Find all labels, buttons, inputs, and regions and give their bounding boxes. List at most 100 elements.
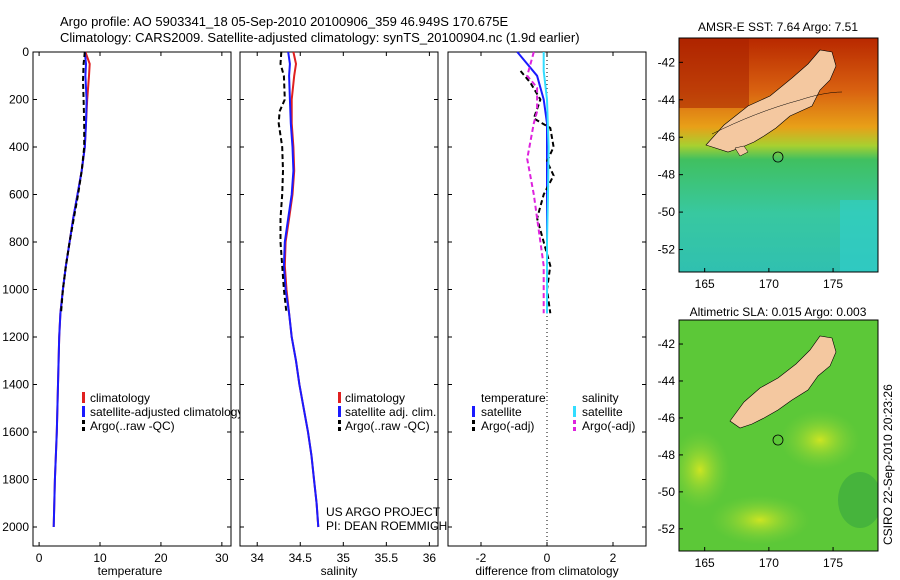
sla-ytick-label: -50 [658, 485, 676, 499]
temperature-xlabel: temperature [98, 564, 163, 578]
difference-xtick-label: 2 [610, 551, 617, 565]
sst-map-frame [678, 37, 879, 273]
sla-xtick-label: 175 [823, 556, 843, 570]
legend-swatch-sal-argo-b [573, 427, 576, 431]
legend-header-salinity: salinity [582, 391, 619, 405]
sla-ytick-label: -48 [658, 448, 676, 462]
legend-argo: Argo(..raw -QC) [345, 419, 430, 433]
legend-swatch-sal-satellite [573, 406, 576, 417]
sst-xtick-label: 175 [823, 277, 843, 291]
difference-series-salinity-satellite [542, 52, 550, 314]
salinity-xtick-label: 34 [251, 551, 265, 565]
sst-xtick-label: 165 [695, 277, 715, 291]
sla-map-panel: Altimetric SLA: 0.015 Argo: 0.003 -42 -44… [658, 305, 879, 570]
legend-satellite-adj: satellite adj. clim. [345, 405, 436, 419]
sla-high-spot [780, 410, 860, 470]
temperature-xtick-label: 0 [36, 551, 43, 565]
difference-xtick-label: -2 [476, 551, 487, 565]
sla-ytick-label: -52 [658, 522, 676, 536]
difference-series [516, 51, 555, 314]
sst-ytick-label: -42 [658, 55, 676, 69]
legend-argo: Argo(..raw -QC) [90, 419, 175, 433]
sst-map-title: AMSR-E SST: 7.64 Argo: 7.51 [698, 20, 858, 34]
difference-x-ticks: -2 0 2 [476, 52, 617, 565]
sst-ytick-label: -48 [658, 168, 676, 182]
sla-high-spot [679, 430, 730, 510]
temperature-axes [32, 51, 232, 547]
timestamp: CSIRO 22-Sep-2010 20:23:26 [881, 384, 895, 545]
salinity-axes [239, 51, 439, 547]
temperature-x-ticks: 0 10 20 30 [36, 52, 229, 565]
legend-swatch-argo-a [82, 420, 85, 424]
salinity-xlabel: salinity [321, 564, 358, 578]
salinity-xtick-label: 34.5 [289, 551, 313, 565]
legend-swatch-temp-argo-b [472, 427, 475, 431]
sst-y-ticks: -42 -44 -46 -48 -50 -52 [658, 55, 683, 257]
legend-swatch-satellite [82, 406, 85, 417]
sst-cool-patch [840, 200, 878, 272]
title-line-2: Climatology: CARS2009. Satellite-adjuste… [60, 30, 580, 45]
salinity-panel: 34 34.5 35 35.5 36 salinity climatology sate… [239, 51, 447, 578]
difference-series-salinity-argo-adj [526, 51, 545, 314]
depth-tick-label: 400 [9, 140, 29, 154]
sst-float-marker [772, 151, 784, 163]
salinity-series-argo-raw-qc [277, 51, 288, 314]
project-annotation: US ARGO PROJECT [326, 505, 441, 519]
depth-tick-label: 800 [9, 235, 29, 249]
sst-contour [711, 91, 843, 135]
difference-legend: temperature salinity satellite Argo(-adj… [472, 391, 635, 433]
new-zealand-south-island [705, 49, 837, 153]
temperature-legend: climatology satellite-adjusted climatolo… [82, 391, 243, 433]
sla-xtick-label: 165 [695, 556, 715, 570]
sla-x-ticks: 165 170 175 [695, 547, 843, 570]
depth-tick-label: 1600 [2, 425, 29, 439]
sst-x-ticks: 165 170 175 [695, 268, 843, 291]
sla-ytick-label: -46 [658, 411, 676, 425]
pi-annotation: PI: DEAN ROEMMICH [326, 519, 447, 533]
sst-ytick-label: -50 [658, 205, 676, 219]
temperature-series-argo-raw-qc [60, 51, 86, 314]
difference-xtick-label: 0 [544, 551, 551, 565]
sla-y-ticks: -42 -44 -46 -48 -50 -52 [658, 337, 683, 536]
legend-swatch-argo-b [82, 427, 85, 431]
legend-swatch-temp-satellite [472, 406, 475, 417]
temperature-y-ticks: 0 200 400 600 800 1000 1200 1400 1600 1800 2000 [2, 45, 231, 534]
difference-xlabel: difference from climatology [475, 564, 618, 578]
difference-panel: -2 0 2 difference from climatology tempera… [447, 51, 647, 578]
legend-swatch-satellite [338, 406, 341, 417]
legend-swatch-argo-b [338, 427, 341, 431]
sla-float-marker [772, 434, 784, 446]
sst-ytick-label: -46 [658, 130, 676, 144]
sst-warm-patch [679, 38, 749, 108]
legend-satellite-adjusted: satellite-adjusted climatology [90, 405, 243, 419]
depth-tick-label: 0 [22, 45, 29, 59]
depth-tick-label: 1400 [2, 378, 29, 392]
legend-swatch-climatology [82, 392, 85, 403]
legend-sal-argo: Argo(-adj) [582, 419, 635, 433]
stewart-island [734, 145, 749, 157]
legend-swatch-argo-a [338, 420, 341, 424]
legend-temp-argo: Argo(-adj) [481, 419, 534, 433]
sst-ytick-label: -52 [658, 243, 676, 257]
salinity-xtick-label: 35 [337, 551, 351, 565]
depth-tick-label: 1800 [2, 473, 29, 487]
depth-tick-label: 1000 [2, 283, 29, 297]
sla-ytick-label: -44 [658, 374, 676, 388]
difference-y-ticks [448, 51, 646, 528]
depth-tick-label: 2000 [2, 520, 29, 534]
sst-map-panel: AMSR-E SST: 7.64 Argo: 7.51 -42 -44 -46 -48… [658, 20, 879, 291]
sla-xtick-label: 170 [759, 556, 779, 570]
new-zealand-south-island [729, 335, 837, 429]
depth-tick-label: 1200 [2, 330, 29, 344]
title-line-1: Argo profile: AO 5903341_18 05-Sep-2010 … [60, 14, 508, 29]
sst-ytick-label: -44 [658, 93, 676, 107]
salinity-x-ticks: 34 34.5 35 35.5 36 [251, 52, 436, 565]
legend-swatch-climatology [338, 392, 341, 403]
sst-xtick-label: 170 [759, 277, 779, 291]
sla-ytick-label: -42 [658, 337, 676, 351]
sla-map-title: Altimetric SLA: 0.015 Argo: 0.003 [690, 305, 867, 319]
salinity-series [277, 51, 320, 528]
temperature-xtick-label: 10 [93, 551, 107, 565]
temperature-xtick-label: 20 [154, 551, 168, 565]
